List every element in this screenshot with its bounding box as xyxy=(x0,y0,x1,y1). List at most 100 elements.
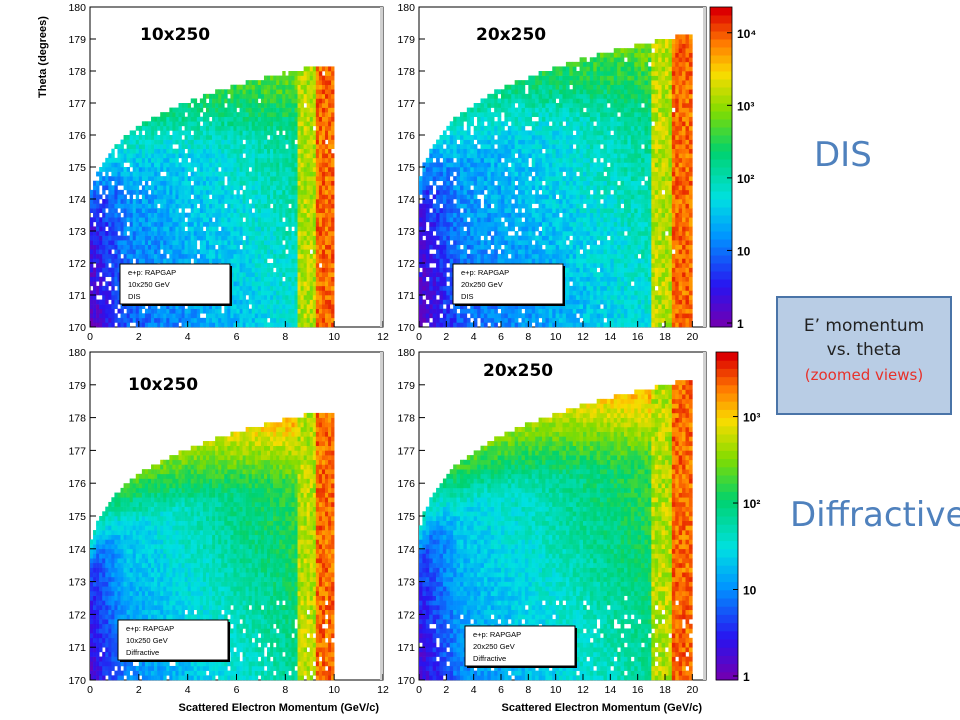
heatmap-cell xyxy=(132,185,137,191)
heatmap-cell xyxy=(294,249,298,255)
heatmap-cell xyxy=(473,153,478,159)
heatmap-cell xyxy=(175,112,179,118)
heatmap-cell xyxy=(325,71,329,76)
heatmap-cell xyxy=(270,84,274,90)
heatmap-cell xyxy=(172,208,176,214)
heatmap-cell xyxy=(251,272,256,278)
heatmap-cell xyxy=(160,226,164,232)
heatmap-cell xyxy=(511,253,515,259)
heatmap-cell xyxy=(154,116,158,122)
heatmap-cell xyxy=(227,235,231,241)
heatmap-cell xyxy=(325,189,329,195)
heatmap-cell xyxy=(429,199,433,204)
heatmap-cell xyxy=(163,185,167,191)
heatmap-cell xyxy=(279,285,283,291)
heatmap-cell xyxy=(263,299,268,305)
heatmap-cell xyxy=(260,249,265,255)
heatmap-cell xyxy=(312,295,317,300)
heatmap-cell xyxy=(483,221,488,227)
heatmap-cell xyxy=(270,317,274,323)
heatmap-cell xyxy=(309,157,314,163)
heatmap-cell xyxy=(312,221,317,227)
heatmap-cell xyxy=(245,244,250,250)
heatmap-cell xyxy=(215,226,219,232)
heatmap-cell xyxy=(494,89,498,95)
heatmap-cell xyxy=(169,244,173,250)
heatmap-cell xyxy=(126,304,130,310)
heatmap-cell xyxy=(460,139,464,145)
heatmap-cell xyxy=(169,171,173,177)
heatmap-cell xyxy=(129,253,134,259)
heatmap-cell xyxy=(279,203,283,209)
heatmap-cell xyxy=(470,135,474,140)
heatmap-cell xyxy=(209,208,213,214)
heatmap-cell xyxy=(291,71,295,76)
heatmap-cell xyxy=(187,125,192,131)
heatmap-cell xyxy=(318,267,323,273)
heatmap-cell xyxy=(99,285,103,291)
heatmap-cell xyxy=(230,295,234,300)
heatmap-cell xyxy=(511,240,515,246)
heatmap-cell xyxy=(93,189,97,195)
heatmap-cell xyxy=(276,107,280,113)
heatmap-cell xyxy=(99,226,103,232)
heatmap-cell xyxy=(321,212,326,218)
heatmap-cell xyxy=(257,167,262,172)
heatmap-cell xyxy=(111,285,115,291)
heatmap-cell xyxy=(181,194,185,200)
heatmap-cell xyxy=(254,180,259,186)
heatmap-cell xyxy=(93,217,97,223)
heatmap-cell xyxy=(117,221,121,227)
heatmap-cell xyxy=(291,212,295,218)
heatmap-cell xyxy=(114,208,118,214)
heatmap-cell xyxy=(294,217,298,223)
heatmap-cell xyxy=(436,157,440,163)
heatmap-cell xyxy=(242,308,246,314)
heatmap-cell xyxy=(294,203,298,209)
heatmap-cell xyxy=(294,98,298,104)
heatmap-cell xyxy=(151,244,155,250)
heatmap-cell xyxy=(248,208,253,214)
heatmap-cell xyxy=(429,304,433,310)
heatmap-cell xyxy=(233,176,237,182)
heatmap-cell xyxy=(321,176,326,182)
heatmap-cell xyxy=(120,157,124,163)
heatmap-cell xyxy=(315,212,320,218)
heatmap-cell xyxy=(303,121,307,127)
heatmap-cell xyxy=(233,221,237,227)
heatmap-cell xyxy=(212,130,216,136)
heatmap-cell xyxy=(120,317,124,323)
heatmap-cell xyxy=(239,162,243,168)
heatmap-cell xyxy=(449,130,454,136)
heatmap-cell xyxy=(254,125,259,131)
heatmap-cell xyxy=(157,125,161,131)
heatmap-cell xyxy=(209,244,213,250)
heatmap-cell xyxy=(312,135,317,140)
heatmap-cell xyxy=(230,272,234,278)
heatmap-cell xyxy=(157,317,161,323)
heatmap-cell xyxy=(105,322,109,328)
heatmap-cell xyxy=(111,317,115,323)
heatmap-cell xyxy=(102,189,106,195)
heatmap-cell xyxy=(419,285,423,291)
heatmap-cell xyxy=(184,130,188,136)
heatmap-cell xyxy=(490,139,495,145)
heatmap-cell xyxy=(212,308,216,314)
heatmap-cell xyxy=(494,203,498,209)
heatmap-cell xyxy=(248,93,253,99)
heatmap-cell xyxy=(108,267,112,273)
heatmap-cell xyxy=(442,194,447,200)
heatmap-cell xyxy=(432,203,437,209)
heatmap-cell xyxy=(315,121,320,127)
heatmap-cell xyxy=(303,194,307,200)
heatmap-cell xyxy=(429,203,433,209)
heatmap-cell xyxy=(111,253,115,259)
heatmap-cell xyxy=(141,221,146,227)
heatmap-cell xyxy=(163,189,167,195)
heatmap-cell xyxy=(236,84,240,90)
heatmap-cell xyxy=(315,75,320,81)
heatmap-cell xyxy=(172,116,176,122)
heatmap-cell xyxy=(288,244,292,250)
heatmap-cell xyxy=(93,295,97,300)
heatmap-cell xyxy=(297,299,301,305)
